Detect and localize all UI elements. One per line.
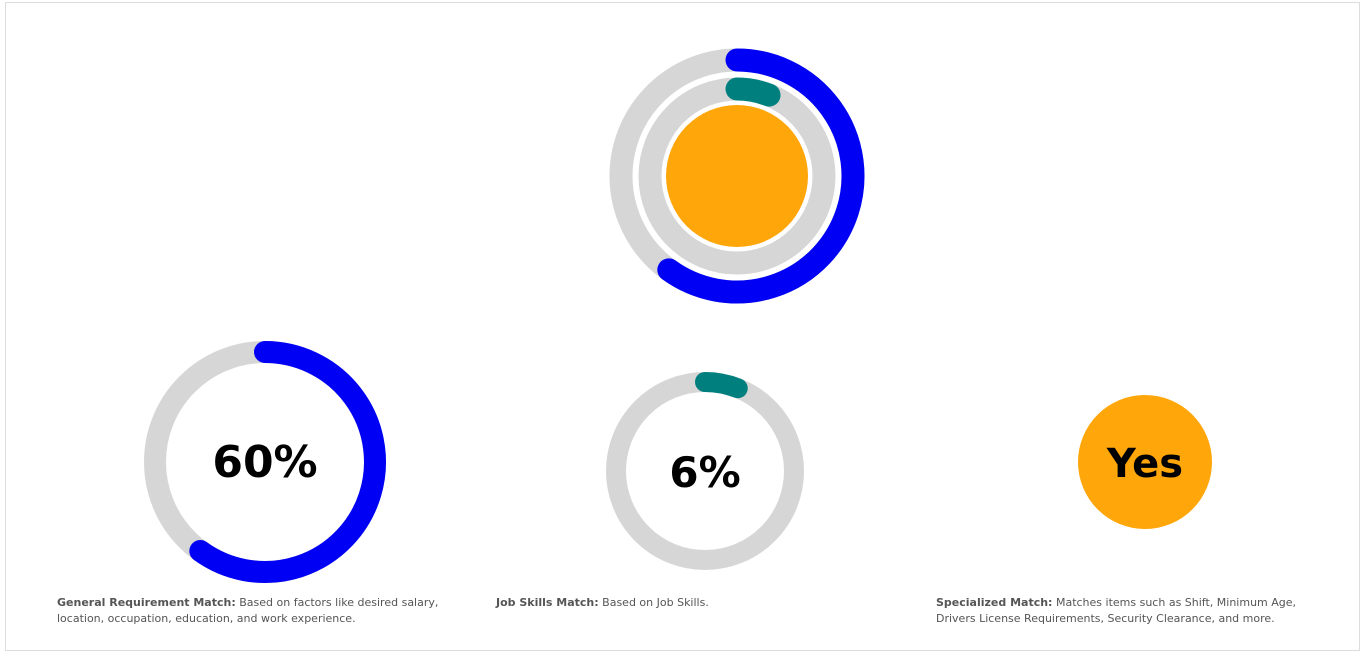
general-caption: General Requirement Match: Based on fact…	[57, 595, 477, 627]
skills-caption-text: Based on Job Skills.	[598, 596, 709, 609]
skills-match-value: 6%	[669, 448, 740, 497]
general-match-gauge: 60%	[144, 341, 386, 583]
general-caption-title: General Requirement Match:	[57, 596, 236, 609]
skills-match-gauge: 6%	[606, 372, 804, 570]
specialized-center-circle	[666, 105, 808, 247]
general-caption-text: Based on factors like desired salary, lo…	[57, 596, 439, 625]
specialized-caption: Specialized Match: Matches items such as…	[936, 595, 1336, 627]
general-gauge-arc	[189, 341, 386, 583]
skills-progress-arc	[725, 77, 781, 107]
specialized-caption-text: Matches items such as Shift, Minimum Age…	[936, 596, 1297, 625]
specialized-badge-circle	[1078, 395, 1212, 529]
general-progress-arc	[657, 48, 865, 304]
specialized-match-badge: Yes	[1078, 395, 1212, 529]
specialized-match-value: Yes	[1106, 441, 1183, 487]
general-match-value: 60%	[212, 437, 317, 488]
skills-gauge-arc	[695, 372, 748, 399]
skills-caption: Job Skills Match: Based on Job Skills.	[496, 595, 876, 611]
combined-match-rings	[609, 48, 865, 304]
specialized-caption-title: Specialized Match:	[936, 596, 1053, 609]
skills-caption-title: Job Skills Match:	[496, 596, 599, 609]
